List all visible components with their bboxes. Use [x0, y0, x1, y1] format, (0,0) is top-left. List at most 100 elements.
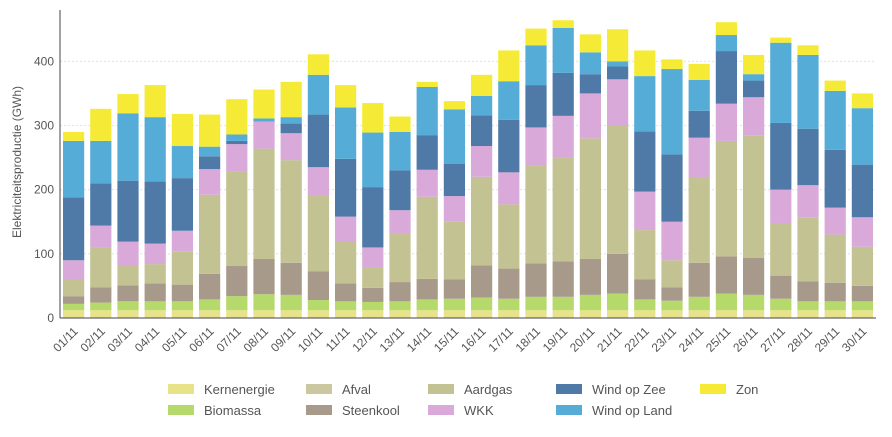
- bar-segment: [498, 119, 520, 173]
- bar-segment: [307, 195, 330, 272]
- bar-segment: [198, 114, 221, 147]
- bar-segment: [90, 140, 112, 184]
- bar-segment: [661, 154, 683, 222]
- x-tick-label: 17/11: [485, 324, 516, 355]
- x-tick-label: 01/11: [50, 324, 81, 355]
- bar-segment: [362, 267, 384, 288]
- y-tick-label: 0: [47, 311, 54, 325]
- bar-segment: [742, 80, 765, 98]
- bar-segment: [579, 93, 602, 139]
- bar-segment: [579, 52, 602, 75]
- bar-segment: [770, 42, 792, 123]
- bar-segment: [334, 301, 357, 311]
- bar-segment: [797, 185, 819, 218]
- x-tick-label: 22/11: [621, 324, 652, 355]
- bar-segment: [824, 207, 846, 235]
- bar-segment: [90, 287, 112, 303]
- bar-segment: [416, 87, 438, 136]
- bar-segment: [606, 310, 629, 318]
- bar-segment: [797, 45, 819, 55]
- bar-segment: [742, 54, 765, 75]
- bar-segment: [362, 247, 384, 268]
- bar-segment: [552, 157, 574, 262]
- bar-segment: [688, 310, 710, 318]
- bar-segment: [389, 170, 411, 211]
- legend-label: WKK: [464, 403, 494, 418]
- bar-segment: [416, 169, 438, 197]
- bar-segment: [742, 135, 765, 258]
- bar-segment: [62, 197, 85, 261]
- bar-segment: [606, 61, 629, 67]
- legend-swatch: [168, 405, 194, 415]
- bar-segment: [389, 301, 411, 311]
- bar-segment: [62, 310, 85, 318]
- bar-segment: [797, 128, 819, 186]
- bar-segment: [470, 176, 493, 266]
- bar-segment: [606, 293, 629, 311]
- bar-segment: [334, 85, 357, 108]
- bar-segment: [606, 29, 629, 62]
- bar-segment: [579, 138, 602, 259]
- bar-segment: [198, 310, 221, 318]
- bar-segment: [253, 258, 275, 295]
- bar-segment: [226, 144, 248, 172]
- bar-segment: [389, 131, 411, 171]
- bar-segment: [253, 121, 275, 149]
- bar-segment: [498, 268, 520, 299]
- bar-segment: [416, 278, 438, 300]
- bar-segment: [90, 247, 112, 288]
- bar-segment: [362, 287, 384, 302]
- bar-segment: [552, 261, 574, 297]
- bar-segment: [525, 28, 547, 46]
- bar-segment: [715, 140, 738, 257]
- legend-swatch: [428, 405, 454, 415]
- x-tick-label: 04/11: [132, 324, 163, 355]
- legend-swatch: [556, 384, 582, 394]
- bar-segment: [824, 301, 846, 311]
- bar-segment: [62, 303, 85, 311]
- bar-segment: [226, 310, 248, 318]
- x-tick-label: 05/11: [159, 324, 190, 355]
- bar-segment: [470, 95, 493, 116]
- bar-segment: [851, 108, 874, 165]
- bar-segment: [117, 301, 139, 311]
- bar-segment: [552, 20, 574, 28]
- x-tick-label: 02/11: [77, 324, 108, 355]
- bar-segment: [171, 284, 194, 302]
- bar-segment: [226, 99, 248, 135]
- bar-segment: [253, 294, 275, 311]
- x-tick-label: 14/11: [404, 324, 435, 355]
- bar-segment: [715, 35, 738, 52]
- x-tick-label: 20/11: [567, 324, 598, 355]
- bar-segment: [797, 281, 819, 302]
- bar-segment: [606, 79, 629, 126]
- bar-segment: [824, 149, 846, 208]
- bar-segment: [851, 301, 874, 311]
- bar-segment: [307, 310, 330, 318]
- bar-segment: [498, 204, 520, 269]
- x-tick-label: 23/11: [649, 324, 680, 355]
- bar-segment: [198, 194, 221, 274]
- bar-segment: [280, 262, 302, 295]
- bar-segment: [307, 114, 330, 168]
- bar-segment: [661, 300, 683, 311]
- bar-segment: [334, 283, 357, 302]
- bar-segment: [661, 287, 683, 301]
- bar-segment: [389, 233, 411, 283]
- legend-swatch: [428, 384, 454, 394]
- bar-segment: [171, 113, 194, 147]
- bar-segment: [334, 310, 357, 318]
- bar-segment: [470, 74, 493, 96]
- bars-layer: [62, 20, 874, 318]
- bar-segment: [307, 167, 330, 196]
- bar-segment: [198, 146, 221, 157]
- bar-segment: [144, 301, 166, 311]
- bar-segment: [797, 54, 819, 129]
- bar-segment: [552, 72, 574, 116]
- legend-label: Afval: [342, 382, 371, 397]
- bar-segment: [117, 310, 139, 318]
- bar-segment: [715, 256, 738, 294]
- bar-segment: [62, 296, 85, 304]
- bar-segment: [443, 164, 466, 197]
- bar-segment: [470, 265, 493, 298]
